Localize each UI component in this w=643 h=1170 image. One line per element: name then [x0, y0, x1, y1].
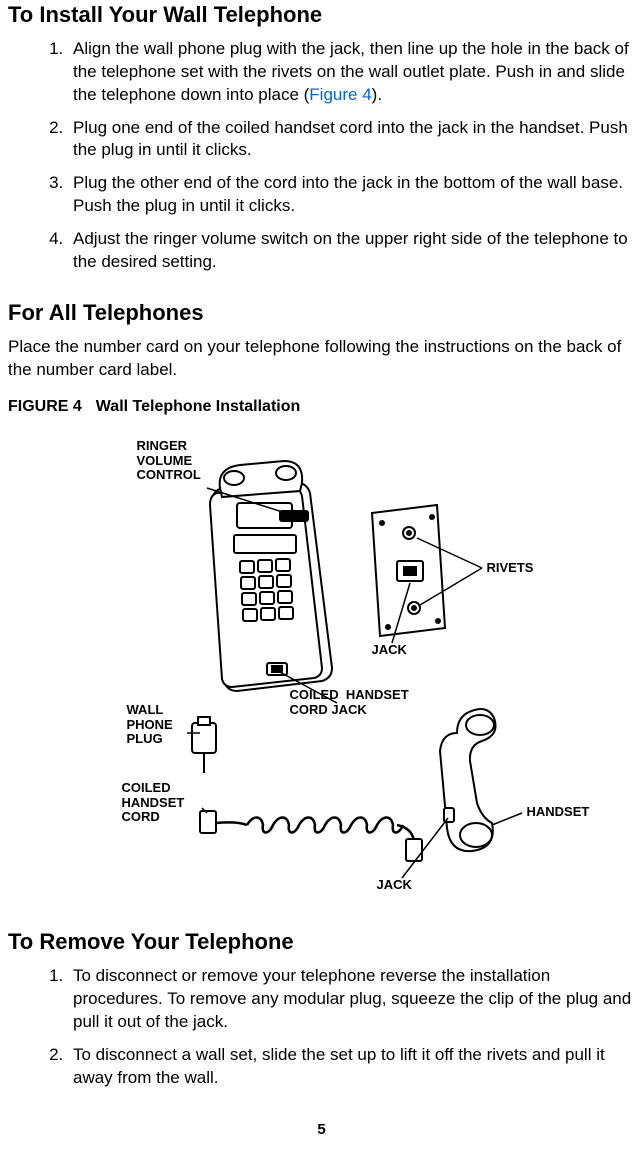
- figure-caption: FIGURE 4 Wall Telephone Installation: [8, 396, 635, 418]
- install-steps-list: Align the wall phone plug with the jack,…: [8, 38, 635, 274]
- figure-4-svg: [62, 433, 582, 903]
- heading-remove: To Remove Your Telephone: [8, 927, 635, 957]
- install-step-4: Adjust the ringer volume switch on the u…: [68, 228, 635, 274]
- label-handset: HANDSET: [527, 805, 590, 819]
- figure-4-container: RINGER VOLUME CONTROL RIVETS JACK WALL P…: [8, 433, 635, 903]
- figure-4: RINGER VOLUME CONTROL RIVETS JACK WALL P…: [62, 433, 582, 903]
- label-wall-plug: WALL PHONE PLUG: [127, 703, 173, 746]
- page-number: 5: [8, 1120, 635, 1140]
- install-step-3: Plug the other end of the cord into the …: [68, 172, 635, 218]
- heading-all-telephones: For All Telephones: [8, 298, 635, 328]
- all-telephones-para: Place the number card on your telephone …: [8, 336, 635, 382]
- figure-title: Wall Telephone Installation: [96, 398, 300, 415]
- figure-number: FIGURE 4: [8, 398, 82, 415]
- label-jack-top: JACK: [372, 643, 407, 657]
- label-jack-bottom: JACK: [377, 878, 412, 892]
- figure-4-link[interactable]: Figure 4: [309, 85, 371, 104]
- label-coiled-cord: COILED HANDSET CORD: [122, 781, 185, 824]
- label-coiled-jack: COILED HANDSET CORD JACK: [290, 688, 409, 717]
- install-step-1: Align the wall phone plug with the jack,…: [68, 38, 635, 107]
- remove-step-1: To disconnect or remove your telephone r…: [68, 965, 635, 1034]
- step1-text-b: ).: [372, 85, 382, 104]
- install-step-2: Plug one end of the coiled handset cord …: [68, 117, 635, 163]
- label-rivets: RIVETS: [487, 561, 534, 575]
- heading-install: To Install Your Wall Telephone: [8, 0, 635, 30]
- label-ringer: RINGER VOLUME CONTROL: [137, 439, 201, 482]
- remove-steps-list: To disconnect or remove your telephone r…: [8, 965, 635, 1090]
- remove-step-2: To disconnect a wall set, slide the set …: [68, 1044, 635, 1090]
